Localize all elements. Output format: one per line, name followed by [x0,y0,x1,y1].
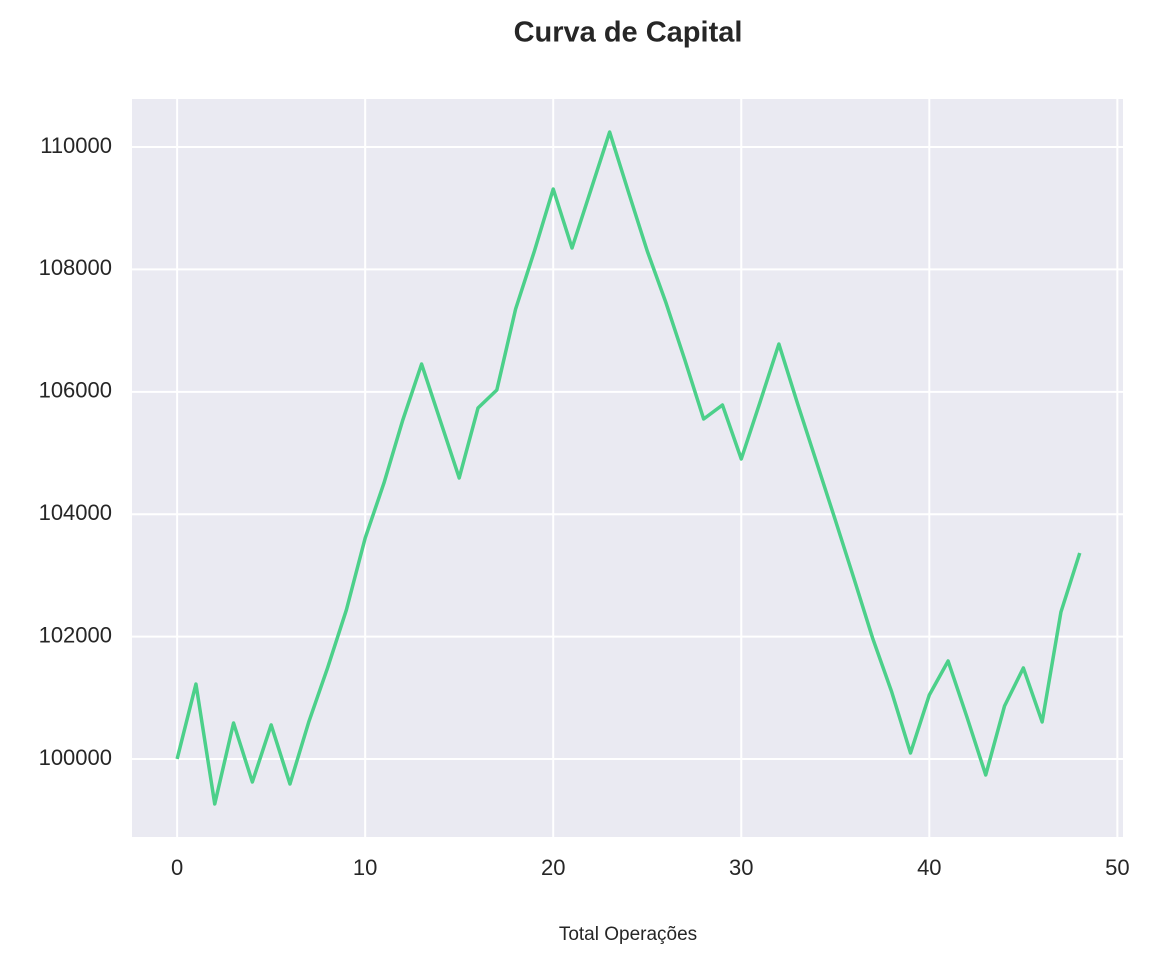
y-tick-label: 100000 [39,745,112,770]
y-tick-label: 106000 [39,378,112,403]
y-tick-label: 104000 [39,500,112,525]
x-tick-label: 10 [353,855,377,880]
chart-title: Curva de Capital [514,17,743,49]
y-tick-label: 110000 [40,133,112,158]
y-tick-label: 102000 [39,622,112,647]
x-tick-label: 20 [541,855,565,880]
x-tick-label: 50 [1105,855,1129,880]
line [175,130,1082,806]
x-tick-label: 0 [171,855,183,880]
x-tick-label: 40 [917,855,941,880]
x-axis-label: Total Operações [559,924,697,945]
x-tick-label: 30 [729,855,753,880]
y-tick-label: 108000 [39,255,112,280]
plot-area [132,99,1123,837]
